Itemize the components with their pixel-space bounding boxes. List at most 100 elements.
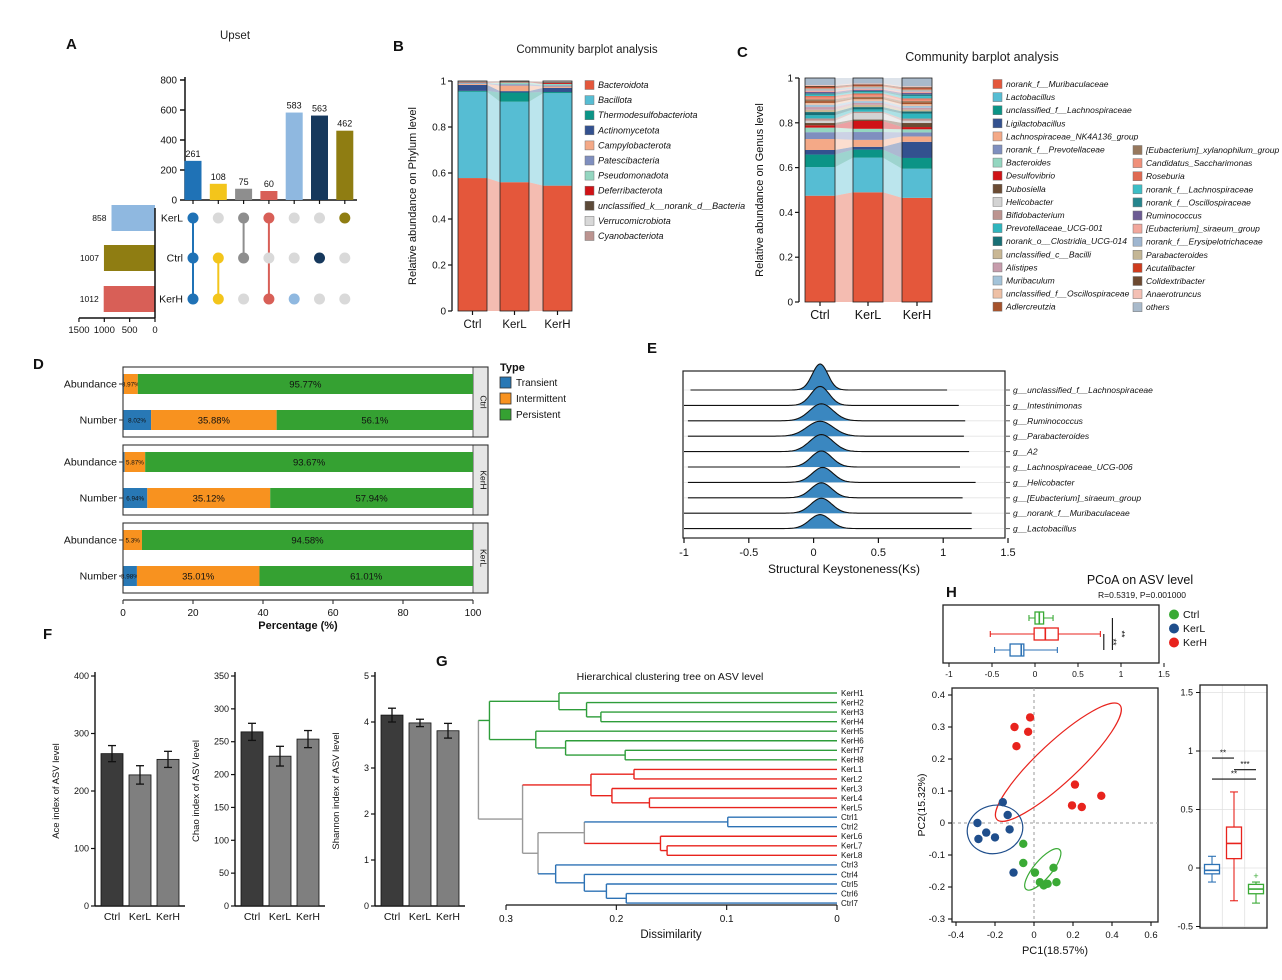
svg-text:8.02%: 8.02% <box>128 417 146 424</box>
svg-text:others: others <box>1146 302 1170 312</box>
svg-text:80: 80 <box>397 608 409 619</box>
svg-text:KerL: KerL <box>479 549 489 567</box>
svg-text:400: 400 <box>160 136 177 147</box>
svg-text:0.4: 0.4 <box>779 208 793 219</box>
svg-text:108: 108 <box>211 172 226 182</box>
svg-text:563: 563 <box>312 104 327 114</box>
svg-text:g__Ruminococcus: g__Ruminococcus <box>1013 416 1084 426</box>
svg-text:0: 0 <box>84 901 89 911</box>
svg-text:[Eubacterium]_siraeum_group: [Eubacterium]_siraeum_group <box>1145 224 1260 234</box>
svg-text:0: 0 <box>787 298 793 309</box>
svg-text:0.3: 0.3 <box>932 722 945 733</box>
svg-text:35.88%: 35.88% <box>198 415 231 426</box>
svg-text:60: 60 <box>327 608 339 619</box>
svg-text:0: 0 <box>1031 930 1036 941</box>
phylum-barplot-title: Community barplot analysis <box>516 44 658 56</box>
svg-text:Bacillota: Bacillota <box>598 95 632 105</box>
svg-text:KerH: KerH <box>903 308 931 322</box>
svg-text:Campylobacterota: Campylobacterota <box>598 140 671 150</box>
svg-text:KerH: KerH <box>479 470 489 489</box>
svg-text:1: 1 <box>940 547 946 559</box>
svg-text:KerH7: KerH7 <box>841 746 864 755</box>
svg-text:Intermittent: Intermittent <box>516 394 566 405</box>
svg-text:40: 40 <box>257 608 269 619</box>
svg-text:KerH: KerH <box>1183 637 1207 649</box>
svg-text:0.6: 0.6 <box>432 169 446 180</box>
svg-text:5.3%: 5.3% <box>126 537 141 544</box>
svg-text:norank_f__Prevotellaceae: norank_f__Prevotellaceae <box>1006 145 1105 155</box>
svg-text:-0.2: -0.2 <box>929 882 945 893</box>
svg-text:Structural Keystoneness(Ks): Structural Keystoneness(Ks) <box>768 562 920 576</box>
svg-text:1: 1 <box>1188 746 1193 756</box>
svg-text:0: 0 <box>440 307 446 318</box>
svg-text:Ctrl6: Ctrl6 <box>841 889 858 898</box>
svg-text:Ruminococcus: Ruminococcus <box>1146 211 1202 221</box>
svg-text:0.6: 0.6 <box>1144 930 1157 941</box>
svg-text:Lactobacillus: Lactobacillus <box>1006 92 1056 102</box>
svg-text:unclassified_k__norank_d__Bact: unclassified_k__norank_d__Bacteria <box>598 201 745 211</box>
svg-text:Abundance: Abundance <box>64 457 117 469</box>
svg-text:1: 1 <box>787 74 793 85</box>
svg-text:858: 858 <box>92 213 106 223</box>
svg-text:0.4: 0.4 <box>432 215 446 226</box>
svg-text:KerL8: KerL8 <box>841 851 863 860</box>
svg-text:g__[Eubacterium]_siraeum_group: g__[Eubacterium]_siraeum_group <box>1013 493 1141 503</box>
svg-text:1.5: 1.5 <box>1000 547 1015 559</box>
panel-label-d: D <box>33 356 44 373</box>
svg-text:Cyanobacteriota: Cyanobacteriota <box>598 231 664 241</box>
svg-text:-0.5: -0.5 <box>985 669 1000 679</box>
svg-text:Type: Type <box>500 362 525 374</box>
svg-text:0: 0 <box>811 547 817 559</box>
svg-text:Bacteroidota: Bacteroidota <box>598 80 649 90</box>
svg-text:norank_f__Erysipelotrichaceae: norank_f__Erysipelotrichaceae <box>1146 237 1263 247</box>
svg-text:Prevotellaceae_UCG-001: Prevotellaceae_UCG-001 <box>1006 223 1103 233</box>
svg-text:-1: -1 <box>679 547 689 559</box>
svg-text:Actinomycetota: Actinomycetota <box>597 125 660 135</box>
svg-text:0: 0 <box>940 818 945 829</box>
svg-text:Roseburia: Roseburia <box>1146 171 1185 181</box>
persistence-stacked-bars-chart: Ctrl 3.97% 95.77% Abundance 8.02% 35.88% 56.1%… <box>64 362 566 632</box>
svg-text:1.5: 1.5 <box>1180 688 1193 698</box>
svg-text:[Eubacterium]_xylanophilum_gro: [Eubacterium]_xylanophilum_group <box>1145 145 1280 155</box>
svg-text:unclassified_f__Lachnospiracea: unclassified_f__Lachnospiraceae <box>1006 105 1132 115</box>
svg-text:1: 1 <box>440 77 446 88</box>
svg-text:KerL2: KerL2 <box>841 775 863 784</box>
svg-text:Desulfovibrio: Desulfovibrio <box>1006 171 1055 181</box>
svg-text:350: 350 <box>214 671 229 681</box>
svg-text:1: 1 <box>1119 669 1124 679</box>
svg-text:0.2: 0.2 <box>932 754 945 765</box>
svg-text:Ctrl: Ctrl <box>810 308 829 322</box>
svg-text:200: 200 <box>214 770 229 780</box>
svg-text:g__Helicobacter: g__Helicobacter <box>1013 477 1076 487</box>
svg-text:**: ** <box>1220 749 1226 758</box>
svg-text:Dissimilarity: Dissimilarity <box>640 929 702 941</box>
svg-text:Ligilactobacillus: Ligilactobacillus <box>1006 118 1066 128</box>
svg-text:Anaerotruncus: Anaerotruncus <box>1145 289 1202 299</box>
svg-text:g__Lactobacillus: g__Lactobacillus <box>1013 524 1077 534</box>
svg-text:250: 250 <box>214 737 229 747</box>
svg-text:Ctrl: Ctrl <box>479 395 489 408</box>
svg-text:g__Intestinimonas: g__Intestinimonas <box>1013 400 1083 410</box>
svg-text:Pseudomonadota: Pseudomonadota <box>598 171 669 181</box>
svg-text:KerL: KerL <box>409 911 431 923</box>
svg-text:50: 50 <box>219 868 229 878</box>
upset-chart: 0 200 400 600 800 261 108 75 60 583 563 462 KerL 858 C… <box>68 76 357 336</box>
svg-text:Thermodesulfobacteriota: Thermodesulfobacteriota <box>598 110 698 120</box>
svg-text:0.4: 0.4 <box>1105 930 1118 941</box>
svg-text:g__Parabacteroides: g__Parabacteroides <box>1013 431 1090 441</box>
genus-stacked-bar-chart: Ctrl KerL KerH 0 0.2 0.4 0.6 0.8 1 Relative abund… <box>754 74 1280 323</box>
svg-text:200: 200 <box>160 166 177 177</box>
svg-text:PC2(15.32%): PC2(15.32%) <box>916 773 928 836</box>
svg-text:Hierarchical clustering tree o: Hierarchical clustering tree on ASV leve… <box>577 671 764 683</box>
svg-text:Shannon index of ASV level: Shannon index of ASV level <box>331 732 342 849</box>
svg-text:KerH8: KerH8 <box>841 756 864 765</box>
svg-text:Muribaculum: Muribaculum <box>1006 276 1055 286</box>
svg-text:PCoA on ASV level: PCoA on ASV level <box>1087 573 1193 587</box>
svg-text:0.6: 0.6 <box>779 163 793 174</box>
svg-text:g__norank_f__Muribaculaceae: g__norank_f__Muribaculaceae <box>1013 508 1130 518</box>
svg-text:1007: 1007 <box>80 253 99 263</box>
svg-text:KerH5: KerH5 <box>841 727 864 736</box>
svg-text:0: 0 <box>1033 669 1038 679</box>
svg-text:PC1(18.57%): PC1(18.57%) <box>1022 945 1088 957</box>
panel-label-e: E <box>647 340 658 357</box>
